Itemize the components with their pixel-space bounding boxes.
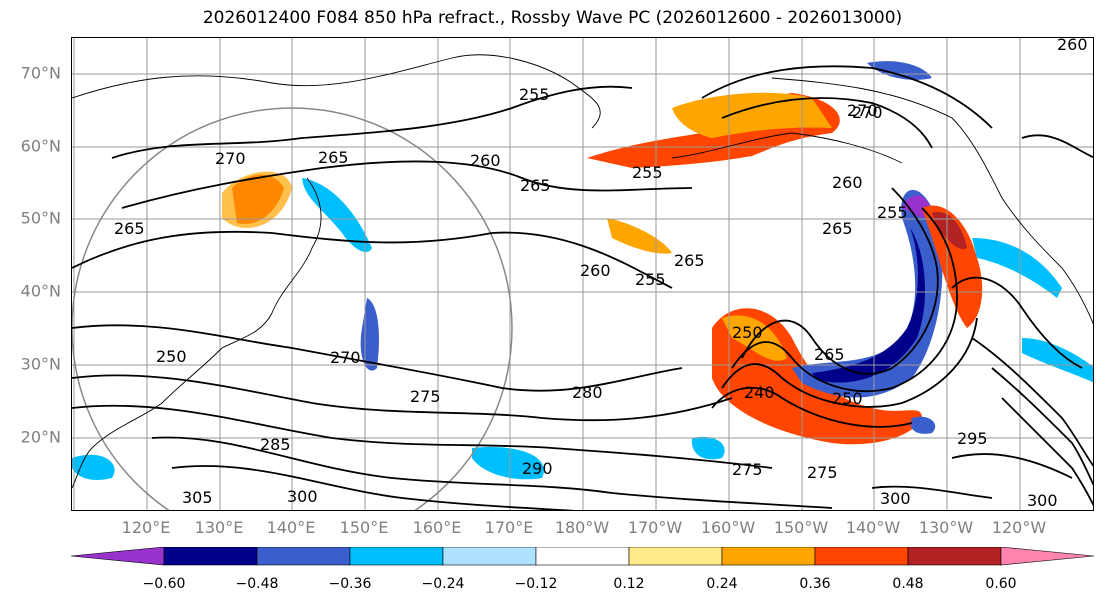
contour-label: 285 xyxy=(260,435,291,454)
shade-tropical-negative xyxy=(472,447,544,480)
shade-kuril-negative xyxy=(302,178,372,253)
shade-japan-positive-outer xyxy=(222,171,292,228)
colorbar-swatch xyxy=(814,547,909,566)
lon-label-170e: 170°E xyxy=(484,518,534,537)
contour-label: 255 xyxy=(635,270,666,289)
lon-label-140e: 140°E xyxy=(266,518,316,537)
contour-label: 275 xyxy=(807,463,838,482)
contour-label: 255 xyxy=(519,85,550,104)
contour-label: 290 xyxy=(522,459,553,478)
lat-label-60n: 60°N xyxy=(20,136,61,156)
contour-label: 255 xyxy=(632,163,663,182)
shade-nepac-negative-core xyxy=(812,228,926,383)
shade-central-positive xyxy=(607,218,672,254)
lat-label-50n: 50°N xyxy=(20,208,61,228)
contour-label: 260 xyxy=(832,173,863,192)
shade-east-negative xyxy=(1022,338,1093,383)
lon-label-170w: 170°W xyxy=(627,518,683,537)
colorbar-swatch xyxy=(256,547,351,566)
colorbar-tick-label: 0.12 xyxy=(613,576,645,592)
contour-label: 305 xyxy=(182,488,213,507)
shade-coast-positive xyxy=(922,205,983,328)
lon-label-150e: 150°E xyxy=(339,518,389,537)
contour-label: 250 xyxy=(732,323,763,342)
lon-label-120e: 120°E xyxy=(121,518,171,537)
colorbar-tick-label: −0.12 xyxy=(514,576,558,592)
contour-label: 300 xyxy=(1027,491,1058,510)
lon-label-140w: 140°W xyxy=(845,518,901,537)
colorbar-tick-label: −0.24 xyxy=(421,576,465,592)
contour-label: 295 xyxy=(957,429,988,448)
contours xyxy=(72,65,1093,510)
contour-label: 265 xyxy=(822,219,853,238)
contour-label: 265 xyxy=(674,251,705,270)
reference-circle xyxy=(72,107,513,510)
contour-label: 275 xyxy=(732,460,763,479)
colorbar-tick-label: 0.48 xyxy=(892,576,924,592)
contour-label: 280 xyxy=(572,383,603,402)
shade-midpac-negative xyxy=(360,298,379,371)
lon-label-180w: 180°W xyxy=(554,518,610,537)
colorbar-tick-label: 0.36 xyxy=(799,576,831,592)
lat-label-40n: 40°N xyxy=(20,281,61,301)
colorbar-swatch xyxy=(442,547,537,566)
colorbar-tick-label: −0.36 xyxy=(328,576,372,592)
shade-hawaii-negative xyxy=(691,436,725,460)
contour-label: 240 xyxy=(744,383,775,402)
shade-south-negative xyxy=(910,416,936,434)
colorbar-tick-label: 0.24 xyxy=(706,576,738,592)
contour-label: 270 xyxy=(330,348,361,367)
colorbar-swatch xyxy=(907,547,1002,566)
colorbar-swatch xyxy=(628,547,723,566)
map-title: 2026012400 F084 850 hPa refract., Rossby… xyxy=(202,8,903,28)
colorbar xyxy=(71,547,1094,566)
lat-label-20n: 20°N xyxy=(20,427,61,447)
contour-label: 265 xyxy=(318,148,349,167)
lon-label-160e: 160°E xyxy=(412,518,462,537)
contour-label: 260 xyxy=(470,151,501,170)
colorbar-extend-high xyxy=(1000,547,1094,566)
contour-label: 265 xyxy=(520,176,551,195)
contour-label: 270 xyxy=(847,101,878,120)
colorbar-swatch xyxy=(535,547,630,566)
contour-label: 300 xyxy=(880,489,911,508)
contour-label: 260 xyxy=(1057,38,1088,54)
colorbar-swatch xyxy=(721,547,816,566)
contour-label: 260 xyxy=(580,261,611,280)
shade-alaska-positive xyxy=(672,92,832,138)
lat-label-30n: 30°N xyxy=(20,354,61,374)
contour-label: 275 xyxy=(410,387,441,406)
shade-rockies-negative xyxy=(972,238,1062,298)
contour-label: 300 xyxy=(287,487,318,506)
lon-label-150w: 150°W xyxy=(773,518,829,537)
contour-label: 270 xyxy=(215,149,246,168)
shade-west-negative xyxy=(72,454,115,480)
contour-label: 255 xyxy=(877,203,908,222)
contour-label: 250 xyxy=(832,389,863,408)
map-canvas: 255 265 270 260 265 255 260 255 265 270 … xyxy=(72,38,1093,510)
lon-label-120w: 120°W xyxy=(991,518,1047,537)
colorbar-extend-low xyxy=(71,547,165,566)
colorbar-swatch xyxy=(163,547,258,566)
shade-coast-strong-positive xyxy=(932,212,967,249)
contour-label: 265 xyxy=(114,219,145,238)
lon-label-130e: 130°E xyxy=(194,518,244,537)
graticule xyxy=(72,38,1093,510)
contour-label-group: 255 265 270 260 265 255 260 255 265 270 … xyxy=(114,38,1088,510)
coastlines xyxy=(72,54,1093,489)
lon-label-160w: 160°W xyxy=(700,518,756,537)
lat-label-70n: 70°N xyxy=(20,63,61,83)
colorbar-swatch xyxy=(349,547,444,566)
contour-label: 270 xyxy=(852,103,883,122)
contour-label: 250 xyxy=(156,347,187,366)
map-panel: 255 265 270 260 265 255 260 255 265 270 … xyxy=(71,37,1094,511)
contour-label: 265 xyxy=(814,345,845,364)
colorbar-tick-label: −0.60 xyxy=(142,576,186,592)
colorbar-tick-label: −0.48 xyxy=(235,576,279,592)
colorbar-tick-label: 0.60 xyxy=(985,576,1017,592)
lon-label-130w: 130°W xyxy=(918,518,974,537)
shade-arctic-negative xyxy=(867,61,932,80)
